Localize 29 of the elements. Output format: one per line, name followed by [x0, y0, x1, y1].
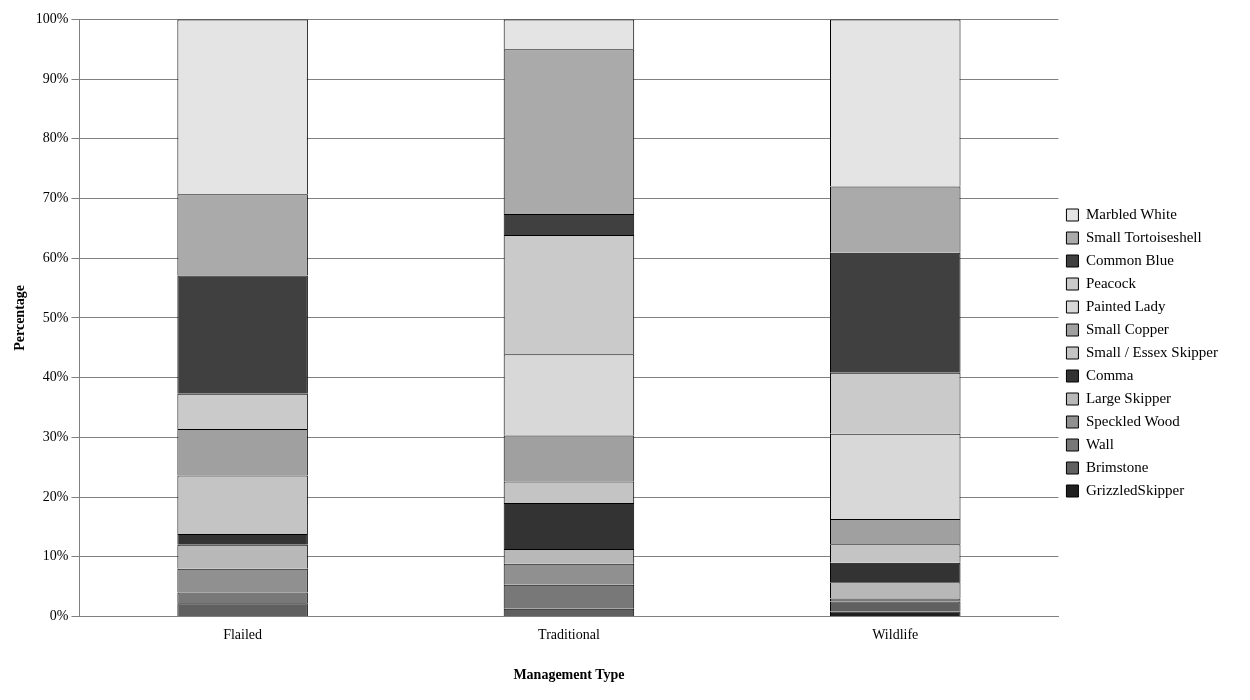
legend-label: Painted Lady	[1085, 297, 1166, 314]
y-tick-label: 60%	[42, 249, 69, 265]
y-axis-title: Percentage	[12, 284, 28, 351]
y-tick-label: 40%	[42, 369, 69, 385]
legend-label: Speckled Wood	[1085, 412, 1181, 429]
y-tick-label: 20%	[42, 488, 69, 504]
y-tick-label: 10%	[42, 548, 69, 564]
y-tick-label: 90%	[42, 70, 69, 86]
legend-label: Large Skipper	[1085, 389, 1172, 406]
legend-label: Wall	[1085, 435, 1114, 452]
legend-label: Marbled White	[1085, 205, 1178, 222]
y-tick-label: 50%	[42, 309, 69, 325]
x-axis-title: Management Type	[513, 667, 625, 683]
x-tick-label: Flailed	[223, 627, 263, 643]
legend-label: Common Blue	[1085, 251, 1175, 268]
legend-label: Peacock	[1085, 274, 1137, 291]
legend-label: Comma	[1085, 366, 1134, 383]
legend-label: GrizzledSkipper	[1085, 481, 1185, 498]
y-tick-label: 70%	[42, 190, 69, 206]
y-tick-label: 80%	[42, 130, 69, 146]
legend-label: Small Tortoiseshell	[1085, 228, 1202, 245]
legend-label: Small / Essex Skipper	[1085, 343, 1218, 360]
legend-label: Small Copper	[1085, 320, 1169, 337]
y-tick-label: 30%	[42, 428, 69, 444]
y-tick-label: 0%	[49, 608, 69, 624]
y-tick-label: 100%	[35, 11, 69, 27]
legend-label: Brimstone	[1085, 458, 1149, 475]
x-tick-label: Traditional	[538, 627, 600, 643]
x-tick-label: Wildlife	[872, 627, 919, 643]
